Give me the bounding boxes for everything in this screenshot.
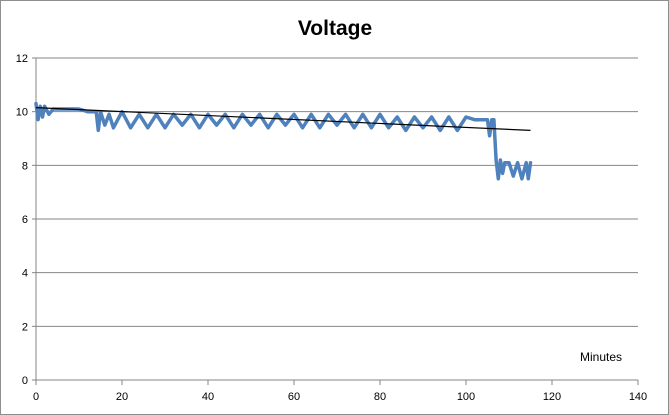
y-tick-label: 2 bbox=[22, 321, 28, 333]
x-tick-label: 120 bbox=[543, 391, 561, 403]
x-tick-label: 0 bbox=[33, 391, 39, 403]
x-axis-title: Minutes bbox=[580, 350, 622, 364]
gridlines bbox=[35, 57, 638, 381]
x-tick-label: 20 bbox=[116, 391, 128, 403]
y-tick-label: 12 bbox=[16, 53, 28, 65]
x-tick-label: 60 bbox=[288, 391, 300, 403]
x-tick-label: 40 bbox=[202, 391, 214, 403]
y-tick-label: 4 bbox=[22, 268, 28, 280]
trendline bbox=[35, 107, 531, 131]
y-tick-label: 0 bbox=[22, 375, 28, 387]
x-tick-label: 140 bbox=[629, 391, 647, 403]
voltage-series-line bbox=[34, 101, 533, 181]
x-tick-label: 100 bbox=[457, 391, 475, 403]
y-tick-label: 10 bbox=[16, 107, 28, 119]
y-tick-label: 6 bbox=[22, 214, 28, 226]
plot-area bbox=[34, 101, 533, 181]
x-tick-label: 80 bbox=[374, 391, 386, 403]
y-tick-label: 8 bbox=[22, 160, 28, 172]
chart-title: Voltage bbox=[298, 17, 372, 40]
